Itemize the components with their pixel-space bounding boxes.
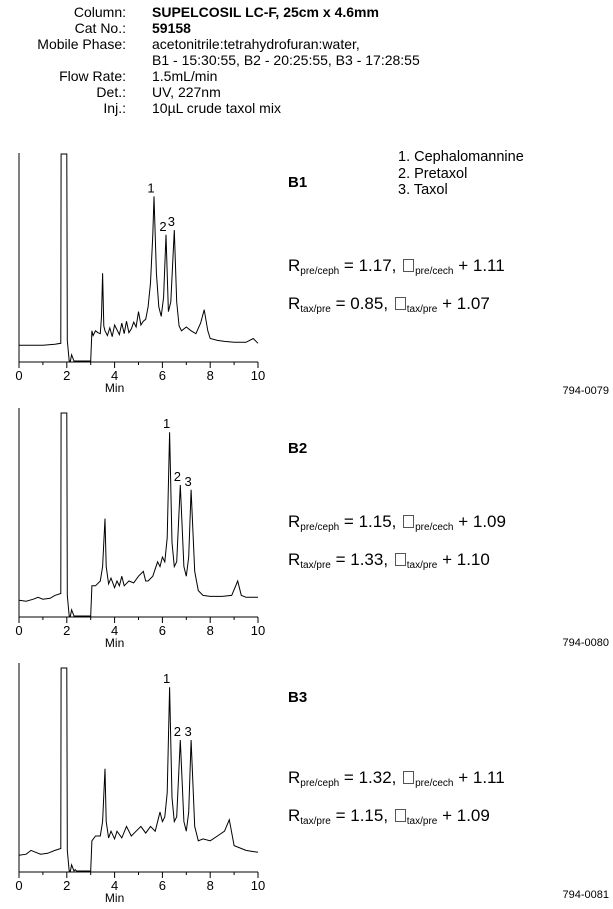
alpha-symbol-icon [394, 297, 406, 310]
header-row-flow-rate: Flow Rate: 1.5mL/min [0, 68, 600, 84]
alpha-symbol-icon [394, 809, 406, 822]
figure-code-b3: 794-0081 [562, 889, 610, 901]
figure-code-b1: 794-0079 [562, 385, 610, 397]
panel-title-b1: B1 [288, 174, 308, 191]
header-row-column: Column: SUPELCOSIL LC-F, 25cm x 4.6mm [0, 4, 600, 20]
header-row-mobile-phase: Mobile Phase: acetonitrile:tetrahydrofur… [0, 36, 600, 52]
alpha-symbol-icon [394, 553, 406, 566]
alpha-symbol-icon [403, 771, 415, 784]
panel-title-b2: B2 [288, 440, 308, 457]
alpha-symbol-icon [403, 515, 415, 528]
mobile-phase-label: Mobile Phase: [37, 36, 126, 52]
flow-rate-label: Flow Rate: [59, 68, 126, 84]
x-tick-label: 6 [159, 368, 166, 383]
peak-label: 1 [163, 671, 170, 686]
injection-label: Inj.: [103, 100, 126, 116]
x-tick-label: 0 [15, 623, 22, 638]
x-tick-label: 4 [111, 368, 118, 383]
x-tick-label: 6 [159, 623, 166, 638]
peak-label: 1 [163, 416, 170, 431]
peak-label: 3 [184, 474, 191, 489]
peak-label: 1 [147, 180, 154, 195]
panel-title-b3: B3 [288, 689, 308, 706]
chromatogram-trace [18, 667, 259, 872]
resolution-line-b1-tax-pre: Rtax/pre = 0.85, tax/pre + 1.07 [288, 294, 490, 315]
chromatogram-trace [19, 153, 259, 362]
header-row-detector: Det.: UV, 227nm [0, 84, 600, 100]
figure-code-b2: 794-0080 [562, 637, 610, 649]
x-tick-label: 2 [63, 623, 70, 638]
x-tick-label: 2 [63, 368, 70, 383]
x-axis-title: Min [105, 381, 124, 395]
x-tick-label: 4 [111, 878, 118, 893]
resolution-line-b2-pre-ceph: Rpre/ceph = 1.15, pre/cech + 1.09 [288, 512, 506, 533]
catno-value: 59158 [152, 20, 191, 36]
x-axis-title: Min [105, 636, 124, 650]
header-row-injection: Inj.: 10µL crude taxol mix [0, 100, 600, 116]
x-tick-label: 10 [251, 878, 265, 893]
resolution-line-b3-tax-pre: Rtax/pre = 1.15, tax/pre + 1.09 [288, 806, 490, 827]
mobile-phase-ratios-value: B1 - 15:30:55, B2 - 20:25:55, B3 - 17:28… [152, 52, 420, 68]
legend-item-cephalomannine: 1. Cephalomannine [398, 149, 524, 165]
peak-legend: 1. Cephalomannine 2. Pretaxol 3. Taxol [398, 149, 524, 199]
x-tick-label: 6 [159, 878, 166, 893]
flow-rate-value: 1.5mL/min [152, 68, 218, 84]
peak-label: 3 [168, 214, 175, 229]
mobile-phase-value: acetonitrile:tetrahydrofuran:water, [152, 36, 360, 52]
x-tick-label: 8 [207, 368, 214, 383]
x-tick-label: 10 [251, 368, 265, 383]
x-tick-label: 8 [207, 878, 214, 893]
x-tick-label: 0 [15, 878, 22, 893]
peak-label: 2 [174, 724, 181, 739]
resolution-line-b2-tax-pre: Rtax/pre = 1.33, tax/pre + 1.10 [288, 550, 490, 571]
detector-label: Det.: [96, 84, 126, 100]
header-row-mobile-phase-ratios: B1 - 15:30:55, B2 - 20:25:55, B3 - 17:28… [0, 52, 600, 68]
catno-label: Cat No.: [74, 20, 126, 36]
chromatogram-trace [18, 412, 258, 617]
x-axis-title: Min [105, 891, 124, 905]
x-tick-label: 2 [63, 878, 70, 893]
header-row-catno: Cat No.: 59158 [0, 20, 600, 36]
peak-label: 2 [174, 469, 181, 484]
detector-value: UV, 227nm [152, 84, 221, 100]
x-tick-label: 8 [207, 623, 214, 638]
peak-label: 3 [184, 724, 191, 739]
resolution-line-b3-pre-ceph: Rpre/ceph = 1.32, pre/cech + 1.11 [288, 768, 505, 789]
column-value: SUPELCOSIL LC-F, 25cm x 4.6mm [152, 4, 379, 20]
injection-value: 10µL crude taxol mix [152, 100, 281, 116]
x-tick-label: 10 [251, 623, 265, 638]
column-label: Column: [73, 4, 126, 20]
peak-label: 2 [159, 219, 166, 234]
legend-item-taxol: 3. Taxol [398, 182, 448, 198]
resolution-line-b1-pre-ceph: Rpre/ceph = 1.17, pre/cech + 1.11 [288, 256, 505, 277]
alpha-symbol-icon [403, 259, 415, 272]
x-tick-label: 4 [111, 623, 118, 638]
legend-item-pretaxol: 2. Pretaxol [398, 165, 468, 182]
x-tick-label: 0 [15, 368, 22, 383]
